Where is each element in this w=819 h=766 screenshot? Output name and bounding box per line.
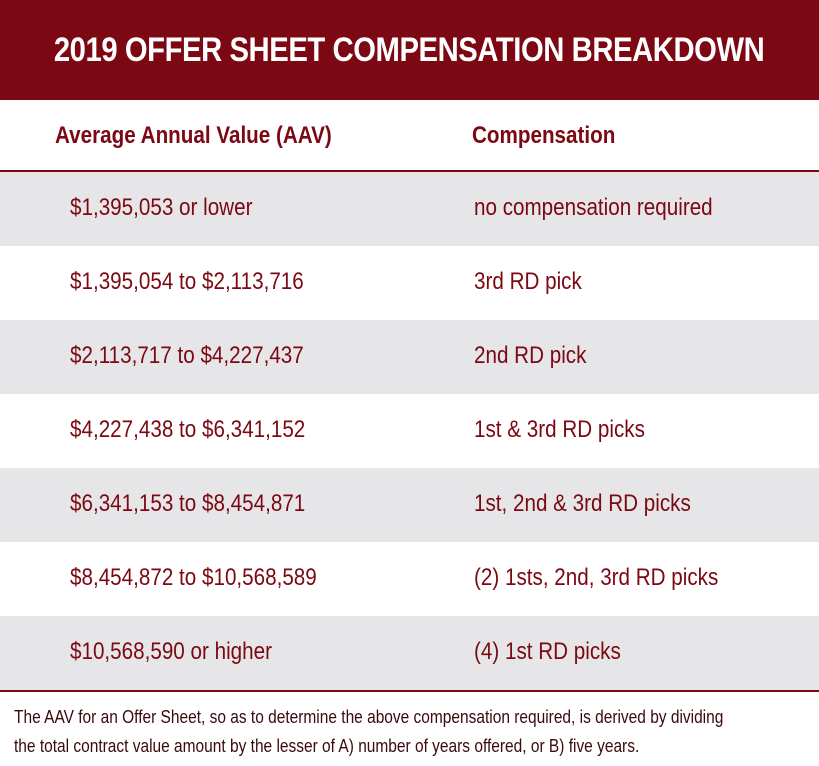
aav-cell: $2,113,717 to $4,227,437	[70, 342, 304, 369]
footnote: The AAV for an Offer Sheet, so as to det…	[14, 703, 814, 761]
compensation-cell: 2nd RD pick	[474, 342, 587, 369]
table-row: $1,395,054 to $2,113,716 3rd RD pick	[0, 246, 819, 320]
compensation-cell: (4) 1st RD picks	[474, 638, 621, 665]
compensation-cell: 3rd RD pick	[474, 268, 582, 295]
compensation-cell: no compensation required	[474, 194, 713, 221]
page-title: 2019 OFFER SHEET COMPENSATION BREAKDOWN	[54, 30, 765, 69]
aav-cell: $10,568,590 or higher	[70, 638, 272, 665]
footnote-line-1: The AAV for an Offer Sheet, so as to det…	[14, 707, 724, 727]
compensation-cell: (2) 1sts, 2nd, 3rd RD picks	[474, 564, 719, 591]
aav-cell: $1,395,054 to $2,113,716	[70, 268, 304, 295]
table-row: $10,568,590 or higher (4) 1st RD picks	[0, 616, 819, 690]
aav-cell: $6,341,153 to $8,454,871	[70, 490, 306, 517]
compensation-cell: 1st & 3rd RD picks	[474, 416, 645, 443]
footnote-line-2: the total contract value amount by the l…	[14, 736, 640, 756]
table-header: Average Annual Value (AAV) Compensation	[0, 100, 819, 172]
table-row: $1,395,053 or lower no compensation requ…	[0, 172, 819, 246]
table-row: $6,341,153 to $8,454,871 1st, 2nd & 3rd …	[0, 468, 819, 542]
compensation-cell: 1st, 2nd & 3rd RD picks	[474, 490, 691, 517]
title-banner: 2019 OFFER SHEET COMPENSATION BREAKDOWN	[0, 0, 819, 100]
aav-cell: $4,227,438 to $6,341,152	[70, 416, 306, 443]
table-row: $2,113,717 to $4,227,437 2nd RD pick	[0, 320, 819, 394]
column-header-aav: Average Annual Value (AAV)	[55, 122, 332, 149]
column-header-compensation: Compensation	[472, 122, 616, 149]
table-row: $8,454,872 to $10,568,589 (2) 1sts, 2nd,…	[0, 542, 819, 616]
aav-cell: $1,395,053 or lower	[70, 194, 253, 221]
compensation-table: $1,395,053 or lower no compensation requ…	[0, 172, 819, 690]
aav-cell: $8,454,872 to $10,568,589	[70, 564, 317, 591]
footer-divider	[0, 690, 819, 692]
table-row: $4,227,438 to $6,341,152 1st & 3rd RD pi…	[0, 394, 819, 468]
